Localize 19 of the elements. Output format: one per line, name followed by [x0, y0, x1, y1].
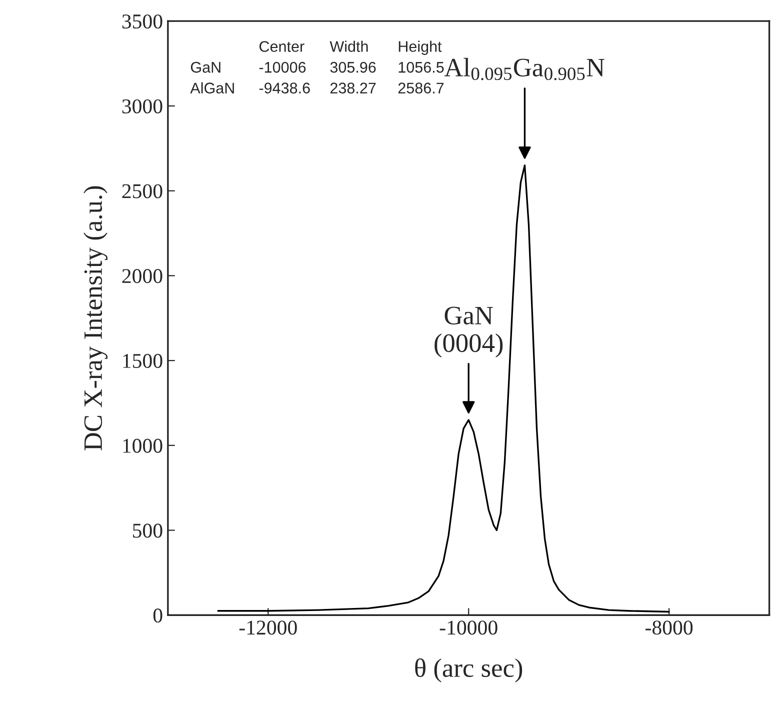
x-tick-label: -10000 — [440, 620, 498, 635]
text: GaN -10006 305.96 1056.5 — [190, 62, 444, 73]
y-tick-label: 1500 — [123, 354, 162, 368]
text: AlGaN -9438.6 238.27 2586.7 — [190, 82, 444, 94]
x-tick-label: -12000 — [239, 620, 297, 635]
y-tick-label: 500 — [133, 524, 162, 538]
y-tick-label: 3000 — [122, 99, 162, 114]
y-tick-label: 2500 — [122, 184, 162, 198]
y-tick-label: 3500 — [122, 14, 162, 29]
x-axis-title: θ (arc sec) — [415, 658, 522, 682]
y-axis-title: DC X-ray Intensity (a.u.) — [83, 186, 108, 450]
line-series — [217, 164, 670, 613]
text: Center Width Height — [260, 40, 442, 55]
y-tick-label: 0 — [153, 608, 162, 623]
y-tick-label: 1000 — [123, 438, 162, 453]
y-tick-label: 2000 — [122, 269, 162, 284]
annotation: Al$_{0.095}$Ga$_{0.905}$N — [444, 58, 604, 80]
annotation: GaN (0004) — [434, 306, 503, 358]
x-tick-label: -8000 — [646, 620, 693, 635]
